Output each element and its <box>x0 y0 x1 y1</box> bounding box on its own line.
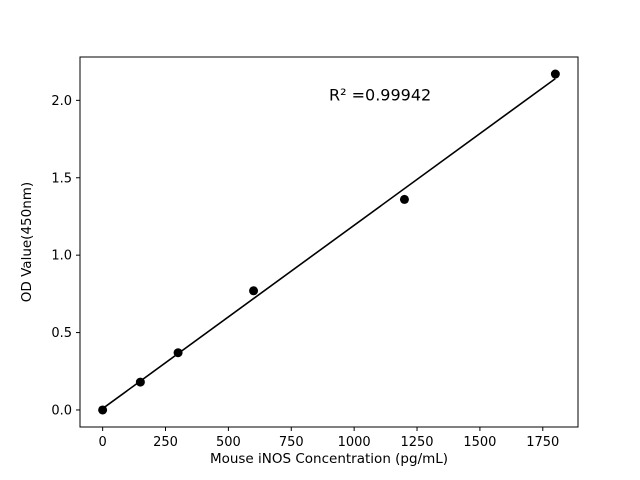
x-tick-label: 500 <box>216 435 241 450</box>
data-point <box>173 348 183 358</box>
data-point <box>98 405 108 415</box>
y-tick-label: 0.0 <box>51 403 72 418</box>
x-tick-label: 0 <box>98 435 106 450</box>
y-tick-label: 1.0 <box>51 249 72 264</box>
y-tick-label: 1.5 <box>51 171 72 186</box>
x-tick-label: 250 <box>153 435 178 450</box>
x-tick-label: 1250 <box>400 435 433 450</box>
y-axis-label: OD Value(450nm) <box>19 182 35 302</box>
x-tick-label: 750 <box>279 435 304 450</box>
x-axis-label: Mouse iNOS Concentration (pg/mL) <box>210 451 448 467</box>
data-point <box>550 69 560 79</box>
x-tick-label: 1000 <box>338 435 371 450</box>
x-tick-label: 1750 <box>526 435 559 450</box>
y-tick-label: 0.5 <box>51 326 72 341</box>
data-point <box>399 194 409 204</box>
y-tick-label: 2.0 <box>51 94 72 109</box>
r-squared-annotation: R² =0.99942 <box>329 85 431 104</box>
x-tick-label: 1500 <box>463 435 496 450</box>
data-point <box>249 286 259 296</box>
data-point <box>135 377 145 387</box>
